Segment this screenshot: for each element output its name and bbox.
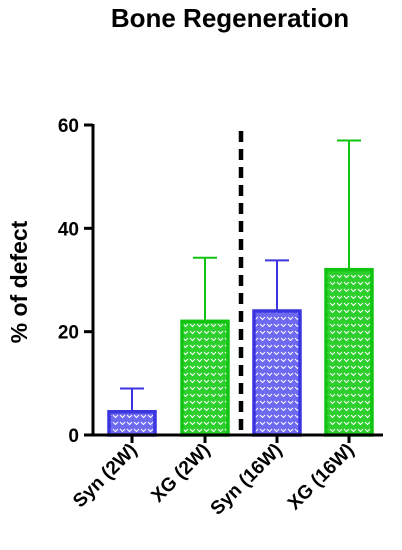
x-category-label: XG (2W) [147, 440, 214, 507]
y-tick-label: 20 [58, 323, 79, 344]
y-axis-label: % of defect [6, 220, 32, 343]
bar-syn-16w [252, 309, 302, 437]
bars [107, 267, 374, 437]
bar-xg-16w [324, 267, 374, 437]
y-tick-label: 0 [68, 426, 79, 447]
error-bars [120, 139, 361, 412]
bar-syn-2w [107, 410, 157, 437]
y-axis: 0 20 40 60 [58, 116, 95, 447]
y-tick-label: 40 [58, 219, 79, 240]
x-category-label: Syn (16W) [207, 440, 287, 520]
y-tick-label: 60 [58, 116, 79, 137]
chart-title: Bone Regeneration [111, 3, 349, 33]
x-category-label: XG (16W) [284, 440, 359, 515]
bar-xg-2w [180, 319, 230, 437]
x-category-label: Syn (2W) [69, 440, 141, 512]
x-axis: Syn (2W) XG (2W)Syn (16W)XG (16W) [69, 433, 383, 520]
